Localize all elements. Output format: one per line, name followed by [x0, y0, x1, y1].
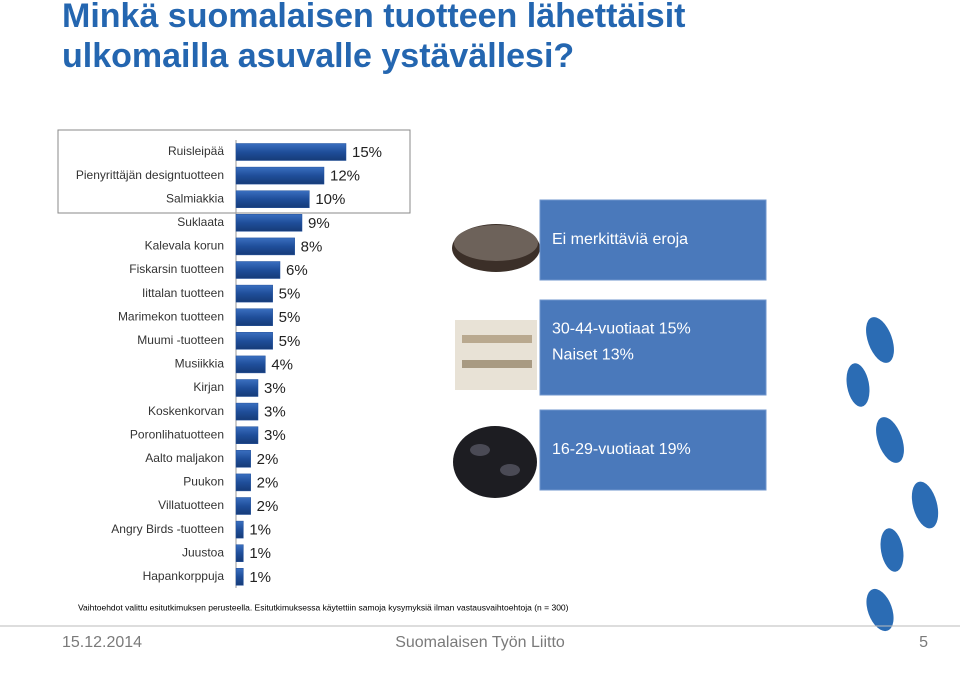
bar [235, 332, 273, 350]
bar [235, 544, 244, 562]
category-label: Suklaata [177, 215, 224, 229]
shop-image [455, 320, 537, 390]
value-label: 5% [279, 309, 301, 326]
value-label: 2% [257, 498, 279, 515]
value-label: 2% [257, 474, 279, 491]
category-label: Koskenkorvan [148, 404, 224, 418]
category-label: Aalto maljakon [145, 451, 224, 465]
footnote: Vaihtoehdot valittu esitutkimuksen perus… [78, 602, 569, 612]
bar [235, 568, 244, 586]
category-label: Angry Birds -tuotteen [111, 522, 224, 536]
value-label: 10% [315, 191, 345, 208]
category-label: Kirjan [193, 380, 224, 394]
value-label: 1% [249, 545, 271, 562]
value-label: 9% [308, 215, 330, 232]
category-label: Muumi -tuotteen [137, 333, 224, 347]
category-label: Kalevala korun [145, 239, 224, 253]
value-label: 3% [264, 404, 286, 421]
bar [235, 520, 244, 539]
footer-date: 15.12.2014 [62, 634, 142, 651]
value-label: 1% [249, 522, 271, 539]
category-label: Marimekon tuotteen [118, 309, 224, 323]
category-label: Juustoa [182, 545, 224, 559]
bar [235, 190, 310, 208]
value-label: 4% [271, 356, 293, 373]
value-label: 8% [301, 238, 323, 255]
bar [235, 402, 259, 421]
panel-text: 30-44-vuotiaat 15% [552, 321, 691, 338]
bar [235, 308, 273, 326]
chart-frame [57, 129, 411, 214]
title-line: ulkomailla asuvalle ystävällesi? [62, 37, 574, 75]
value-label: 5% [279, 333, 301, 350]
bar [235, 261, 281, 279]
value-label: 3% [264, 380, 286, 397]
category-label: Iittalan tuotteen [142, 286, 224, 300]
bar [235, 473, 251, 492]
category-label: Pienyrittäjän designtuotteen [76, 168, 224, 182]
panel-text: Ei merkittäviä eroja [552, 231, 688, 248]
value-label: 3% [264, 427, 286, 444]
bar [235, 237, 295, 256]
value-label: 12% [330, 168, 360, 185]
page-number: 5 [919, 634, 928, 651]
bar [235, 284, 273, 303]
category-label: Fiskarsin tuotteen [129, 262, 224, 276]
value-label: 1% [249, 569, 271, 586]
info-panel [539, 409, 767, 491]
category-label: Salmiakkia [166, 191, 224, 205]
candy-image [453, 426, 537, 498]
category-label: Musiikkia [175, 357, 225, 371]
value-label: 15% [352, 144, 382, 161]
bar [235, 497, 251, 515]
category-label: Poronlihatuotteen [130, 427, 224, 441]
info-panel [539, 199, 767, 281]
info-panel [539, 299, 767, 396]
category-label: Ruisleipää [168, 144, 224, 158]
bar [235, 143, 347, 161]
bar [235, 166, 325, 185]
category-label: Puukon [183, 475, 224, 489]
footer-org: Suomalaisen Työn Liitto [395, 634, 565, 651]
panel-text: Naiset 13% [552, 347, 634, 364]
bar [235, 426, 259, 444]
footprints [846, 317, 939, 632]
value-label: 6% [286, 262, 308, 279]
category-label: Hapankorppuja [143, 569, 225, 583]
bar [235, 355, 266, 374]
value-label: 2% [257, 451, 279, 468]
title-line: Minkä suomalaisen tuotteen lähettäisit [62, 0, 685, 35]
category-label: Villatuotteen [158, 498, 224, 512]
bar [235, 379, 259, 397]
bread-image [452, 224, 540, 272]
bar [235, 214, 303, 232]
bar [235, 450, 251, 468]
value-label: 5% [279, 286, 301, 303]
panel-text: 16-29-vuotiaat 19% [552, 441, 691, 458]
